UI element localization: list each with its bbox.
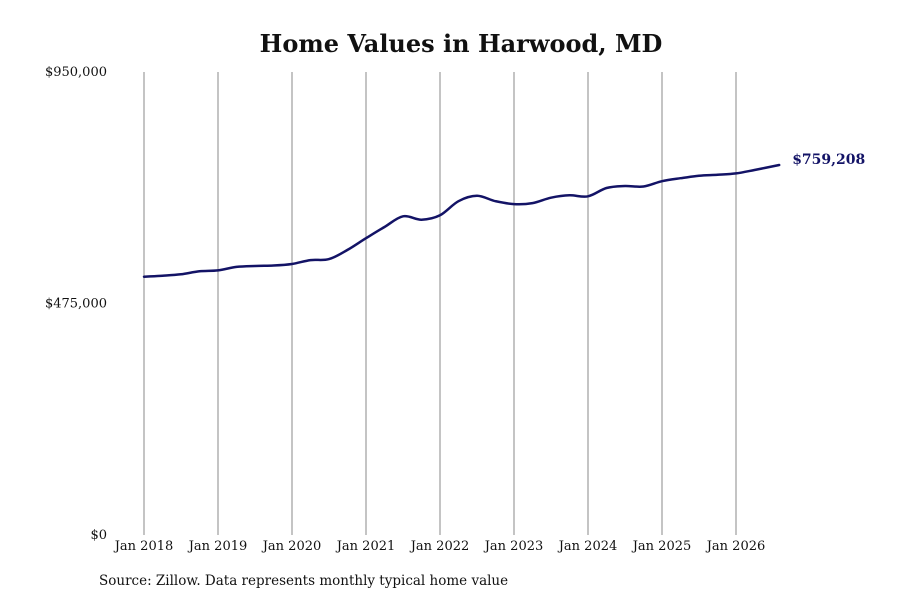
x-tick-label: Jan 2023 — [483, 539, 544, 554]
source-note: Source: Zillow. Data represents monthly … — [99, 573, 509, 589]
x-tick-label: Jan 2026 — [705, 539, 766, 554]
latest-value-label: $759,208 — [792, 152, 865, 168]
y-tick-label: $950,000 — [45, 65, 107, 80]
vertical-gridlines — [143, 72, 737, 535]
x-axis-tick-labels: Jan 2018 Jan 2019 Jan 2020 Jan 2021 Jan 2022… — [113, 539, 766, 554]
home-value-line — [142, 163, 781, 278]
y-axis-tick-labels: $0 $475,000 $950,000 — [45, 65, 107, 543]
x-tick-label: Jan 2025 — [631, 539, 692, 554]
x-tick-label: Jan 2018 — [113, 539, 174, 554]
y-tick-label: $0 — [90, 528, 107, 543]
chart-title: Home Values in Harwood, MD — [260, 29, 663, 58]
x-tick-label: Jan 2020 — [261, 539, 322, 554]
x-tick-label: Jan 2019 — [187, 539, 248, 554]
y-tick-label: $475,000 — [45, 297, 107, 312]
x-tick-label: Jan 2022 — [409, 539, 470, 554]
x-tick-label: Jan 2024 — [557, 539, 618, 554]
x-tick-label: Jan 2021 — [335, 539, 396, 554]
